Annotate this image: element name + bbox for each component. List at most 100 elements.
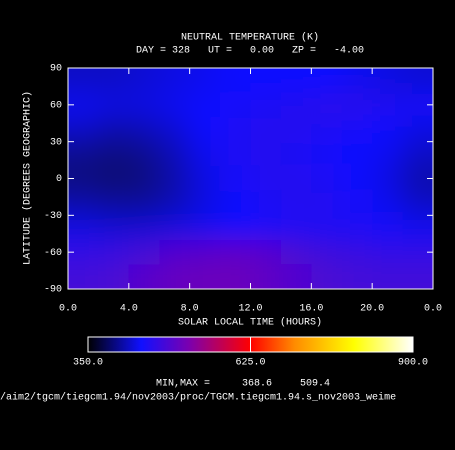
- y-tick-label: -30: [44, 211, 62, 222]
- heatmap-cell: [159, 215, 191, 241]
- heatmap-cell: [341, 92, 373, 118]
- colorbar-tick-label: 350.0: [73, 358, 103, 369]
- heatmap-cell: [98, 141, 130, 167]
- file-path: /aim2/tgcm/tiegcm1.94/nov2003/proc/TGCM.…: [0, 392, 396, 404]
- colorbar-tick-label: 900.0: [398, 358, 428, 369]
- heatmap-cell: [341, 264, 373, 289]
- heatmap-cell: [128, 68, 160, 94]
- heatmap-cell: [68, 117, 99, 143]
- heatmap-cell: [128, 92, 160, 118]
- heatmap-cell: [220, 190, 251, 216]
- y-tick-label: 0: [56, 174, 62, 185]
- heatmap-cell: [280, 92, 312, 118]
- heatmap-cell: [128, 215, 160, 241]
- x-tick-label: 16.0: [299, 304, 323, 315]
- heatmap-cell: [311, 68, 343, 94]
- heatmap-cell: [189, 166, 221, 192]
- x-axis-label: SOLAR LOCAL TIME (HOURS): [178, 317, 322, 329]
- heatmap-cell: [128, 166, 160, 192]
- heatmap-cell: [372, 117, 404, 143]
- heatmap-cell: [189, 239, 221, 265]
- y-tick-label: 90: [50, 64, 62, 75]
- min-value: 368.6: [242, 379, 272, 390]
- heatmap-cell: [280, 68, 312, 94]
- heatmap-cell: [250, 190, 282, 216]
- heatmap-cell: [250, 117, 282, 143]
- heatmap-cells: [68, 68, 433, 289]
- heatmap-cell: [128, 264, 160, 289]
- heatmap-cell: [68, 264, 99, 289]
- heatmap-cell: [189, 215, 221, 241]
- x-tick-label: 8.0: [181, 304, 199, 315]
- heatmap-cell: [341, 190, 373, 216]
- heatmap-cell: [128, 141, 160, 167]
- heatmap-cell: [372, 264, 404, 289]
- heatmap-cell: [98, 166, 130, 192]
- y-tick-label: -60: [44, 248, 62, 259]
- heatmap-cell: [280, 215, 312, 241]
- heatmap-cell: [159, 190, 191, 216]
- heatmap-cell: [128, 239, 160, 265]
- heatmap-cell: [250, 92, 282, 118]
- chart-title: NEUTRAL TEMPERATURE (K): [181, 32, 319, 44]
- heatmap-cell: [159, 117, 191, 143]
- heatmap-cell: [98, 117, 130, 143]
- heatmap-cell: [402, 141, 433, 167]
- x-tick-label: 0.0: [59, 304, 77, 315]
- chart-subtitle: DAY = 328 UT = 0.00 ZP = -4.00: [136, 46, 364, 57]
- heatmap-cell: [220, 215, 251, 241]
- heatmap-cell: [220, 92, 251, 118]
- heatmap-cell: [159, 92, 191, 118]
- heatmap-cell: [311, 117, 343, 143]
- max-value: 509.4: [300, 379, 330, 390]
- heatmap-cell: [311, 190, 343, 216]
- heatmap-cell: [341, 166, 373, 192]
- heatmap-cell: [98, 92, 130, 118]
- heatmap-cell: [159, 68, 191, 94]
- x-tick-label: 20.0: [360, 304, 384, 315]
- heatmap-cell: [68, 68, 99, 94]
- heatmap-cell: [220, 264, 251, 289]
- heatmap-cell: [402, 190, 433, 216]
- heatmap-cell: [98, 215, 130, 241]
- x-tick-label: 12.0: [238, 304, 262, 315]
- heatmap-cell: [372, 190, 404, 216]
- heatmap-cell: [250, 239, 282, 265]
- heatmap-cell: [280, 166, 312, 192]
- heatmap-cell: [220, 239, 251, 265]
- heatmap-cell: [280, 141, 312, 167]
- heatmap-cell: [220, 117, 251, 143]
- heatmap-cell: [128, 117, 160, 143]
- heatmap-cell: [250, 264, 282, 289]
- heatmap-cell: [250, 68, 282, 94]
- heatmap-cell: [68, 190, 99, 216]
- y-tick-label: 60: [50, 100, 62, 111]
- heatmap-cell: [280, 264, 312, 289]
- heatmap-cell: [189, 117, 221, 143]
- heatmap-cell: [372, 92, 404, 118]
- heatmap-cell: [372, 166, 404, 192]
- heatmap-cell: [250, 141, 282, 167]
- heatmap-cell: [341, 117, 373, 143]
- heatmap-cell: [189, 141, 221, 167]
- y-tick-label: 30: [50, 137, 62, 148]
- heatmap-cell: [98, 68, 130, 94]
- heatmap-cell: [98, 264, 130, 289]
- x-tick-label: 4.0: [120, 304, 138, 315]
- heatmap-cell: [311, 166, 343, 192]
- y-axis-label: LATITUDE (DEGREES GEOGRAPHIC): [22, 91, 34, 265]
- heatmap-cell: [189, 190, 221, 216]
- heatmap-cell: [189, 264, 221, 289]
- heatmap-cell: [159, 264, 191, 289]
- heatmap-cell: [98, 239, 130, 265]
- heatmap-cell: [402, 68, 433, 94]
- heatmap-cell: [98, 190, 130, 216]
- heatmap-cell: [189, 92, 221, 118]
- heatmap-cell: [372, 68, 404, 94]
- y-tick-label: -90: [44, 285, 62, 296]
- heatmap-cell: [220, 68, 251, 94]
- heatmap-cell: [189, 68, 221, 94]
- heatmap-cell: [280, 190, 312, 216]
- heatmap-cell: [372, 215, 404, 241]
- minmax-label: MIN,MAX =: [156, 379, 210, 390]
